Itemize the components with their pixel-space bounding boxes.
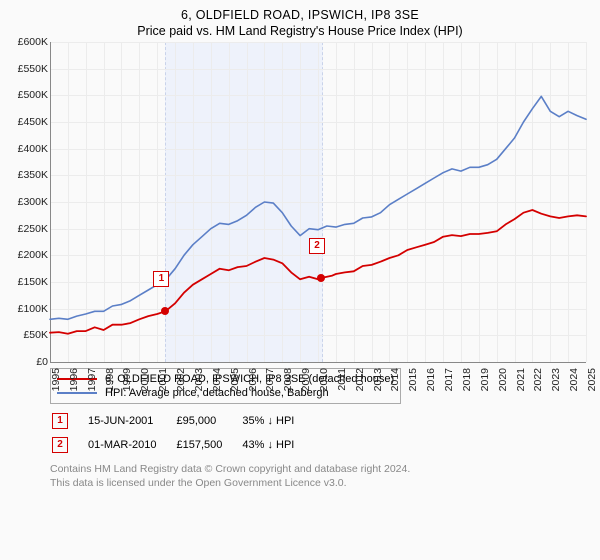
chart-titles: 6, OLDFIELD ROAD, IPSWICH, IP8 3SE Price… [4,4,596,42]
y-axis-label: £200K [18,249,50,261]
x-axis-label: 2010 [318,368,330,391]
footer-line-1: Contains HM Land Registry data © Crown c… [50,462,590,476]
y-axis-label: £600K [18,36,50,48]
series-lines [50,42,586,362]
plot-area: £0£50K£100K£150K£200K£250K£300K£350K£400… [50,42,586,362]
sale-price: £95,000 [176,410,240,432]
x-axis-label: 1999 [121,368,133,391]
sale-marker-badge: 1 [52,413,68,429]
x-axis-label: 1996 [68,368,80,391]
x-axis-label: 2020 [497,368,509,391]
sale-price: £157,500 [176,434,240,456]
sale-row: 1 15-JUN-2001£95,00035% ↓ HPI [52,410,312,432]
x-axis-label: 2023 [550,368,562,391]
x-axis-label: 2025 [586,368,598,391]
plot-marker-1: 1 [161,307,169,315]
x-axis-label: 2015 [407,368,419,391]
y-axis-label: £450K [18,116,50,128]
x-axis-label: 2022 [532,368,544,391]
x-gridline [586,42,587,362]
footer-line-2: This data is licensed under the Open Gov… [50,476,590,490]
series-price_paid [50,210,586,334]
x-axis-label: 2012 [354,368,366,391]
sale-date: 01-MAR-2010 [88,434,174,456]
x-axis-label: 2011 [336,368,348,391]
x-axis-label: 2005 [229,368,241,391]
y-axis-label: £0 [36,356,50,368]
legend: 6, OLDFIELD ROAD, IPSWICH, IP8 3SE (deta… [50,368,401,404]
chart-container: 6, OLDFIELD ROAD, IPSWICH, IP8 3SE Price… [0,0,600,560]
y-axis-label: £400K [18,143,50,155]
plot-marker-2: 2 [317,274,325,282]
x-axis-label: 2001 [157,368,169,391]
sale-marker-badge: 2 [52,437,68,453]
y-axis-label: £350K [18,169,50,181]
x-axis-label: 2021 [515,368,527,391]
y-axis-label: £100K [18,303,50,315]
footer: Contains HM Land Registry data © Crown c… [50,462,590,490]
x-axis-label: 2016 [425,368,437,391]
plot-marker-label: 1 [153,271,169,287]
x-axis-label: 2009 [300,368,312,391]
sale-diff: 43% ↓ HPI [242,434,312,456]
y-axis-label: £150K [18,276,50,288]
x-axis-label: 2000 [139,368,151,391]
series-hpi [50,96,586,319]
x-axis-label: 2018 [461,368,473,391]
x-axis-label: 1995 [50,368,62,391]
x-axis-label: 2003 [193,368,205,391]
sale-diff: 35% ↓ HPI [242,410,312,432]
x-axis-label: 2019 [479,368,491,391]
y-axis-label: £550K [18,63,50,75]
x-axis-label: 2024 [568,368,580,391]
x-axis-label: 1997 [86,368,98,391]
x-axis-label: 2017 [443,368,455,391]
sale-date: 15-JUN-2001 [88,410,174,432]
x-axis-label: 2002 [175,368,187,391]
y-axis-label: £500K [18,89,50,101]
title-line-1: 6, OLDFIELD ROAD, IPSWICH, IP8 3SE [4,4,596,22]
x-axis-label: 2014 [389,368,401,391]
x-axis-label: 2013 [372,368,384,391]
sale-row: 2 01-MAR-2010£157,50043% ↓ HPI [52,434,312,456]
x-axis-label: 2007 [264,368,276,391]
x-axis-label: 2008 [282,368,294,391]
y-axis-label: £250K [18,223,50,235]
legend-swatch-2 [57,392,97,394]
sales-table: 1 15-JUN-2001£95,00035% ↓ HPI 2 01-MAR-2010… [50,408,314,458]
title-line-2: Price paid vs. HM Land Registry's House … [4,22,596,42]
y-axis-label: £300K [18,196,50,208]
y-axis-label: £50K [23,329,50,341]
x-axis-label: 1998 [104,368,116,391]
x-axis-label: 2004 [211,368,223,391]
x-axis-label: 2006 [247,368,259,391]
plot-marker-label: 2 [309,238,325,254]
